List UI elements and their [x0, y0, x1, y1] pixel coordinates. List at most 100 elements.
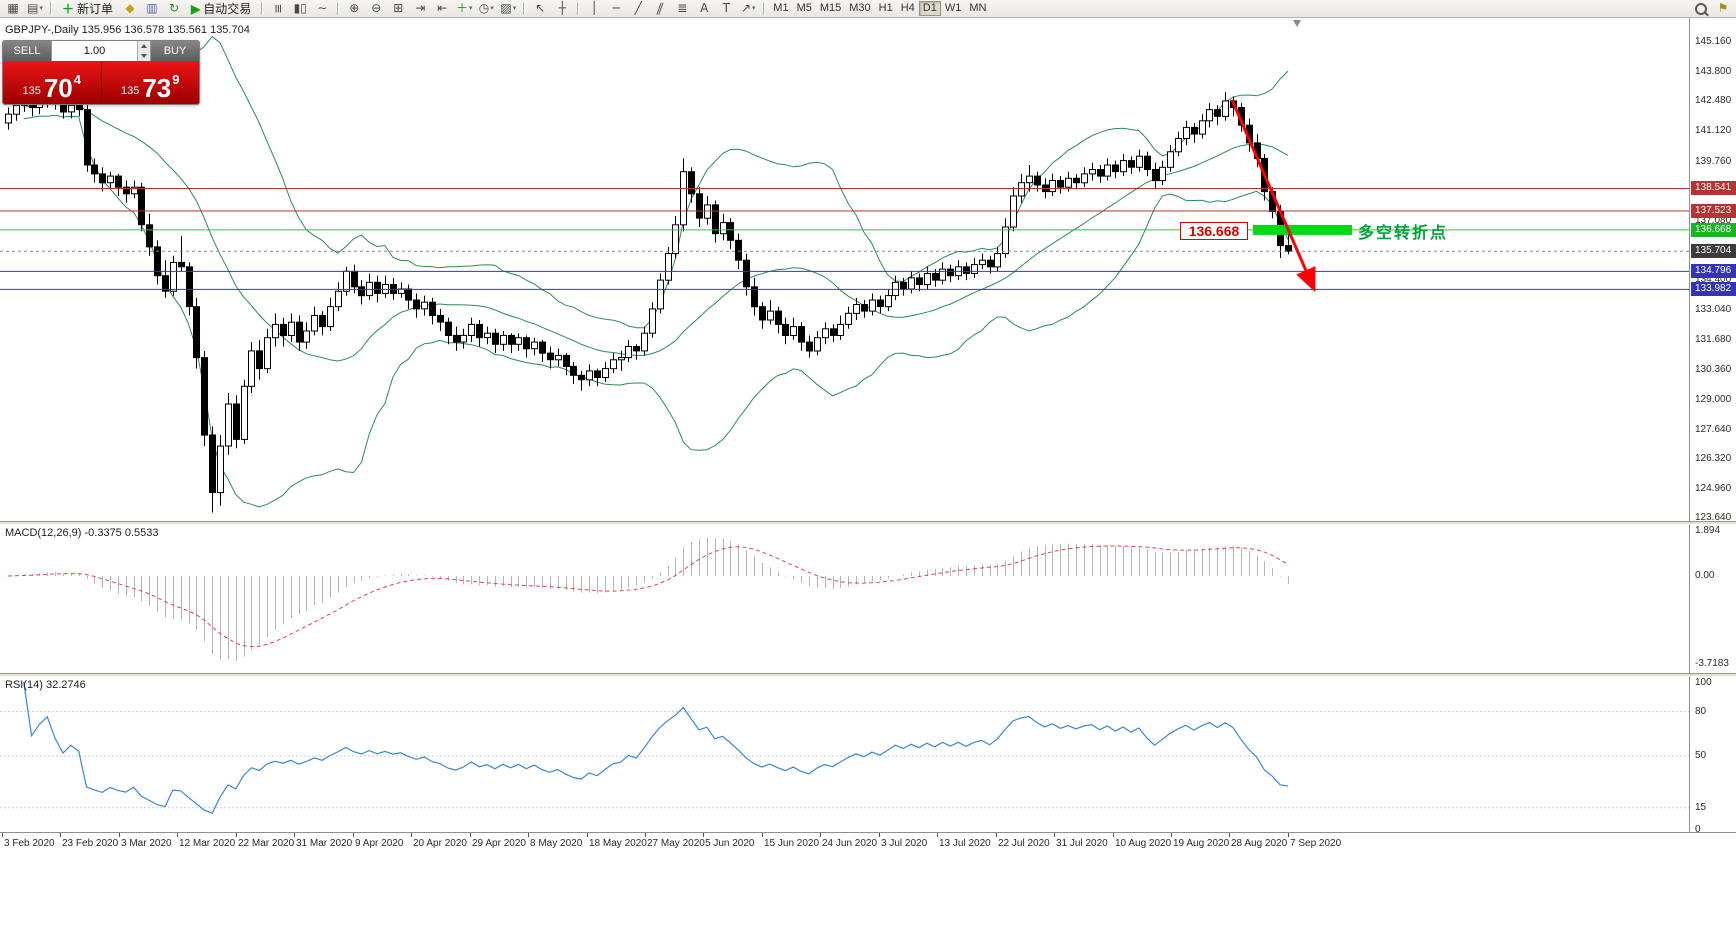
time-label: 3 Jul 2020	[881, 838, 928, 849]
timeframe-m30[interactable]: M30	[845, 1, 874, 16]
rsi-tick-label: 100	[1695, 677, 1712, 688]
new-order-button[interactable]: ＋新订单	[57, 1, 118, 17]
candle	[13, 104, 20, 115]
chart-plot-area[interactable]	[0, 18, 1689, 521]
candle	[248, 350, 255, 387]
candle	[814, 337, 821, 352]
macd-axis[interactable]: 1.894 0.00 -3.7183	[1689, 525, 1736, 673]
panel-splitter[interactable]	[0, 521, 1736, 525]
sell-caption-button[interactable]: SELL	[3, 41, 51, 61]
time-tick	[353, 833, 354, 837]
buy-price-button[interactable]: 135 73 9	[101, 62, 199, 104]
panel-splitter[interactable]	[0, 673, 1736, 677]
search-icon[interactable]	[1691, 1, 1711, 17]
price-annotation-label[interactable]: 136.668	[1180, 222, 1248, 240]
time-tick	[937, 833, 938, 837]
candlestick-chart-icon[interactable]: ▮▯	[290, 1, 310, 17]
line-chart-icon[interactable]: ∼	[312, 1, 332, 17]
market-watch-icon[interactable]: ▥	[142, 1, 162, 17]
candle	[358, 286, 365, 297]
timeframe-h4[interactable]: H4	[897, 1, 919, 16]
buy-price-pips: 73	[142, 73, 172, 103]
arrows-icon[interactable]: ↗ ▾	[738, 1, 758, 17]
profiles-icon[interactable]: ▤ ▾	[25, 1, 45, 17]
templates-button[interactable]: ▨ ▾	[498, 1, 518, 17]
volume-input[interactable]: 1.00	[83, 45, 106, 57]
price-tick-label: 123.640	[1695, 512, 1732, 521]
rsi-plot-area[interactable]	[0, 677, 1689, 832]
candle	[264, 337, 271, 370]
crosshair-icon[interactable]: ┼	[552, 1, 572, 17]
candle	[1026, 175, 1033, 184]
periods-button[interactable]: ◷ ▾	[476, 1, 496, 17]
macd-signal-line	[7, 545, 1289, 648]
text-icon[interactable]: A	[694, 1, 714, 17]
time-label: 12 Mar 2020	[179, 838, 236, 849]
new-order-button-glyph: ＋	[62, 2, 75, 16]
pivot-highlight-bar[interactable]	[1253, 224, 1352, 235]
rsi-axis[interactable]: 100 80 50 15 0	[1689, 677, 1736, 832]
vertical-line-icon[interactable]: │	[584, 1, 604, 17]
candle	[1049, 180, 1056, 193]
candle	[437, 315, 444, 323]
time-tick	[820, 833, 821, 837]
candle	[107, 175, 114, 184]
mql5-icon[interactable]: ◆	[120, 1, 140, 17]
horizontal-line-icon[interactable]: ─	[606, 1, 626, 17]
fibonacci-icon[interactable]: ≣	[672, 1, 692, 17]
timeframe-w1[interactable]: W1	[941, 1, 966, 16]
price-tick-label: 137.080	[1695, 215, 1732, 226]
sell-price-button[interactable]: 135 70 4	[3, 62, 102, 104]
candle	[1167, 151, 1174, 168]
price-badge: 135.704	[1691, 244, 1736, 258]
candle	[665, 253, 672, 281]
candle	[531, 341, 538, 350]
chart-shift-icon[interactable]: ⇤	[432, 1, 452, 17]
candle	[272, 323, 279, 339]
community-icon[interactable]: ⚑	[1713, 1, 1733, 17]
buy-caption-button[interactable]: BUY	[151, 41, 199, 61]
timeframe-m15[interactable]: M15	[816, 1, 845, 16]
horizontal-lines[interactable]	[0, 188, 1689, 290]
trend-arrow[interactable]	[1230, 99, 1316, 293]
timeframe-mn[interactable]: MN	[965, 1, 990, 16]
timeframe-m5[interactable]: M5	[793, 1, 816, 16]
candle	[492, 332, 499, 345]
time-label: 18 May 2020	[589, 838, 647, 849]
candle	[853, 304, 860, 314]
text-label-icon[interactable]: T	[716, 1, 736, 17]
trendline-icon[interactable]: ╱	[628, 1, 648, 17]
candle	[1120, 160, 1127, 173]
volume-decrease-button[interactable]	[138, 51, 150, 61]
candle	[1018, 182, 1025, 197]
price-axis[interactable]: 145.160 143.800 142.480 141.120 139.760 137.0…	[1689, 18, 1736, 521]
time-axis[interactable]: 3 Feb 2020 23 Feb 2020 3 Mar 2020 12 Mar 20…	[0, 832, 1736, 854]
autotrade-button[interactable]: ▶ 自动交易	[186, 1, 256, 17]
refresh-icon[interactable]: ↻	[164, 1, 184, 17]
cursor-icon[interactable]: ↖	[530, 1, 550, 17]
bar-chart-icon[interactable]: ≡	[268, 1, 288, 17]
zoom-out-icon[interactable]: ⊖	[366, 1, 386, 17]
candle	[688, 171, 695, 195]
new-chart-icon[interactable]: ▦	[3, 1, 23, 17]
auto-scroll-icon[interactable]: ⇥	[410, 1, 430, 17]
candle	[1128, 160, 1135, 168]
pivot-note-text[interactable]: 多空转折点	[1358, 225, 1449, 242]
volume-increase-button[interactable]	[138, 41, 150, 51]
new-order-button-label: 新订单	[77, 2, 114, 16]
vertical-line-icon-glyph: │	[590, 1, 598, 15]
candle	[468, 323, 475, 336]
time-tick	[528, 833, 529, 837]
zoom-in-icon[interactable]: ⊕	[344, 1, 364, 17]
timeframe-m1[interactable]: M1	[769, 1, 792, 16]
candle	[343, 270, 350, 292]
macd-plot-area[interactable]	[0, 525, 1689, 673]
add-indicator-button[interactable]: ＋ ▾	[454, 1, 474, 17]
tile-windows-icon[interactable]: ⊞	[388, 1, 408, 17]
timeframe-d1[interactable]: D1	[918, 1, 941, 16]
candle	[837, 323, 844, 336]
candle	[1081, 173, 1088, 184]
channel-icon[interactable]: ∥	[650, 1, 670, 17]
timeframe-h1[interactable]: H1	[875, 1, 897, 16]
candle	[484, 332, 491, 339]
